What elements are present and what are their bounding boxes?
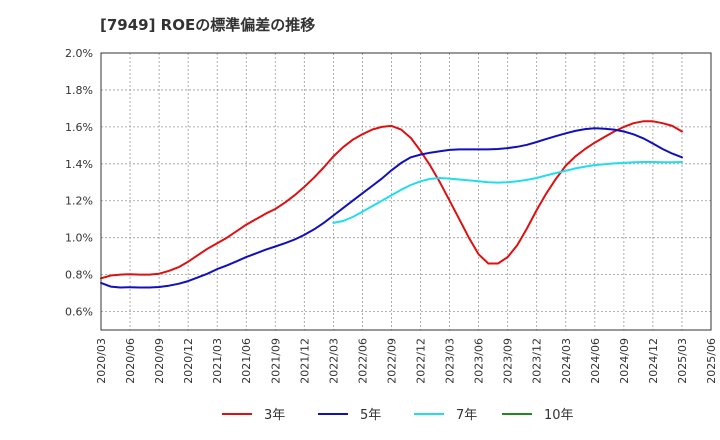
series-line-7年 <box>332 161 683 224</box>
x-tick-label: 2025/03 <box>676 338 689 384</box>
x-tick-label: 2024/06 <box>589 338 602 384</box>
y-tick-label: 0.6% <box>65 306 93 319</box>
legend: 3年 5年 7年 10年 <box>222 408 574 423</box>
x-tick-label: 2021/12 <box>298 338 311 384</box>
series-lines <box>100 120 683 289</box>
x-tick-label: 2023/06 <box>473 338 486 384</box>
series-line-3年 <box>100 120 683 280</box>
x-tick-label: 2022/12 <box>415 338 428 384</box>
x-tick-label: 2020/06 <box>124 338 137 384</box>
grid-lines <box>101 53 711 330</box>
y-tick-label: 1.4% <box>65 158 93 171</box>
x-tick-label: 2021/06 <box>240 338 253 384</box>
x-tick-label: 2023/09 <box>502 338 515 384</box>
series-line-5年 <box>100 127 683 289</box>
y-tick-label: 1.8% <box>65 84 93 97</box>
y-tick-label: 2.0% <box>65 47 93 60</box>
x-tick-label: 2024/12 <box>647 338 660 384</box>
x-tick-label: 2020/03 <box>95 338 108 384</box>
x-tick-label: 2022/06 <box>356 338 369 384</box>
y-tick-label: 1.2% <box>65 195 93 208</box>
x-tick-label: 2020/12 <box>182 338 195 384</box>
legend-label: 3年 <box>264 408 285 423</box>
x-tick-label: 2024/09 <box>618 338 631 384</box>
x-axis: 2020/03 2020/06 2020/09 2020/12 2021/03 2021/… <box>95 338 718 384</box>
x-tick-label: 2021/03 <box>211 338 224 384</box>
x-tick-label: 2020/09 <box>153 338 166 384</box>
legend-label: 10年 <box>544 408 574 423</box>
y-tick-label: 0.8% <box>65 269 93 282</box>
x-tick-label: 2023/12 <box>531 338 544 384</box>
y-tick-label: 1.0% <box>65 232 93 245</box>
y-tick-label: 1.6% <box>65 121 93 134</box>
plot-area <box>100 52 712 331</box>
x-tick-label: 2022/03 <box>327 338 340 384</box>
x-tick-label: 2021/09 <box>269 338 282 384</box>
y-axis: 0.6% 0.8% 1.0% 1.2% 1.4% 1.6% 1.8% 2.0% <box>65 47 93 319</box>
x-tick-label: 2025/06 <box>705 338 718 384</box>
chart-title: [7949] ROEの標準偏差の推移 <box>100 16 315 34</box>
x-tick-label: 2023/03 <box>444 338 457 384</box>
x-tick-label: 2024/03 <box>560 338 573 384</box>
legend-label: 5年 <box>360 408 381 423</box>
x-tick-label: 2022/09 <box>385 338 398 384</box>
legend-label: 7年 <box>456 408 477 423</box>
